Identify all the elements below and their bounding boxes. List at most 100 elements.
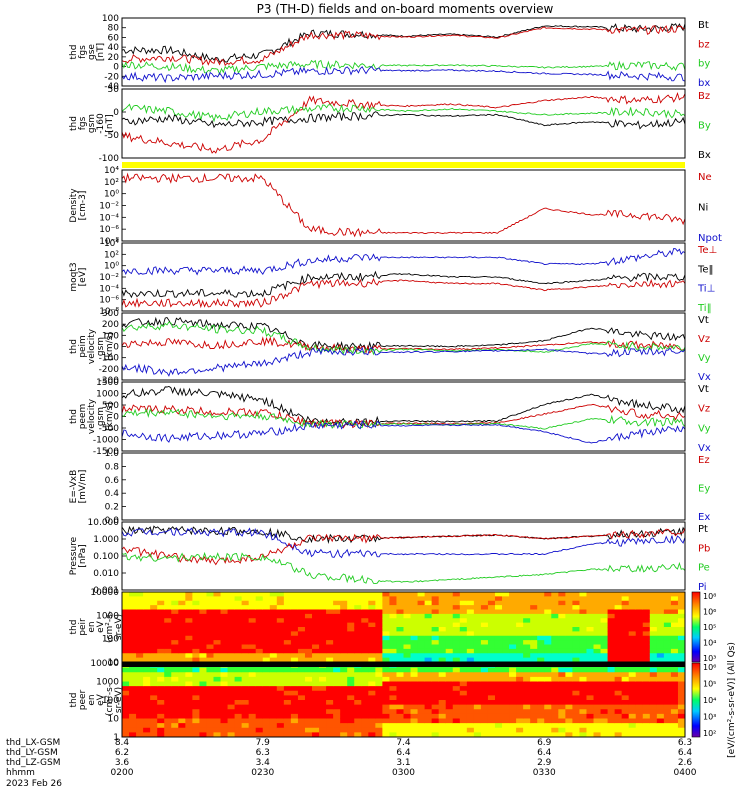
spec-cell <box>466 596 475 602</box>
ylabel-density: Density <box>69 188 79 223</box>
spec-cell <box>276 727 285 733</box>
spec-cell <box>494 704 503 710</box>
spec-cell <box>494 690 503 696</box>
spec-cell <box>129 667 137 673</box>
spec-cell <box>157 709 165 715</box>
spec-cell <box>227 622 236 628</box>
spec-cell <box>628 727 637 733</box>
spec-cell <box>649 723 658 729</box>
spec-cell <box>466 640 475 645</box>
spec-cell <box>403 727 412 733</box>
spec-cell <box>551 627 559 632</box>
spec-cell <box>537 676 545 682</box>
spec-cell <box>663 709 672 715</box>
spec-cell <box>234 686 243 692</box>
spec-cell <box>473 596 482 602</box>
spec-cell <box>558 648 566 654</box>
spec-cell <box>473 667 482 673</box>
spec-cell <box>452 690 461 696</box>
ytick-peem-velocity: -1000 <box>93 436 119 446</box>
spec-cell <box>670 596 679 602</box>
spec-cell <box>607 609 616 615</box>
spec-cell <box>382 600 390 606</box>
spec-cell <box>635 732 644 738</box>
ytick-fgs-gsm: 50 <box>108 85 120 95</box>
spec-cell <box>621 596 630 602</box>
spec-cell <box>459 609 468 615</box>
spec-cell <box>178 596 186 602</box>
spec-cell <box>502 700 510 706</box>
spec-cell <box>649 596 658 602</box>
spec-cell <box>635 627 644 632</box>
spec-cell <box>516 609 524 615</box>
spec-cell <box>621 732 630 738</box>
spec-cell <box>572 618 580 624</box>
spec-cell <box>347 713 355 719</box>
spec-cell <box>417 672 426 678</box>
spec-cell <box>670 605 679 610</box>
spec-cell <box>248 709 257 715</box>
spec-cell <box>558 596 566 602</box>
spec-cell <box>319 600 327 606</box>
spec-cell <box>382 690 390 696</box>
spec-cell <box>171 640 179 645</box>
spec-cell <box>614 653 623 659</box>
spec-cell <box>361 718 369 724</box>
spec-cell <box>656 695 665 701</box>
spec-cell <box>283 600 292 606</box>
spec-cell <box>382 667 390 673</box>
spec-cell <box>157 592 165 597</box>
spec-cell <box>396 667 404 673</box>
spec-cell <box>312 622 320 628</box>
spec-cell <box>494 600 503 606</box>
spec-cell <box>593 627 602 632</box>
series-By <box>121 103 686 123</box>
spec-cell <box>417 732 426 738</box>
spec-cell <box>473 718 482 724</box>
spec-cell <box>466 644 475 650</box>
spec-cell <box>192 596 200 602</box>
spec-cell <box>502 648 510 654</box>
spec-cell <box>199 653 207 659</box>
spec-cell <box>431 648 440 654</box>
spec-cell <box>656 627 665 632</box>
spec-cell <box>389 718 397 724</box>
spec-cell <box>312 681 320 687</box>
ylabel-peem-velocity: gsm <box>96 407 106 426</box>
spec-cell <box>347 631 355 637</box>
ylabel-temperature: moqt3 <box>69 262 79 291</box>
spec-cell <box>262 681 271 687</box>
spec-cell <box>276 613 285 619</box>
spec-cell <box>375 657 383 663</box>
spec-cell <box>494 635 503 641</box>
spec-cell <box>579 723 587 729</box>
spec-cell <box>227 718 236 724</box>
spec-cell <box>164 686 172 692</box>
spec-cell <box>438 644 447 650</box>
spec-cell <box>262 695 271 701</box>
spec-cell <box>635 704 644 710</box>
spec-cell <box>487 631 496 637</box>
legend-peim-velocity: Vz <box>698 334 710 345</box>
spec-cell <box>565 709 573 715</box>
spec-cell <box>677 627 686 632</box>
spec-cell <box>635 686 644 692</box>
spec-cell <box>304 713 313 719</box>
spec-cell <box>600 709 609 715</box>
spec-cell <box>494 648 503 654</box>
spec-cell <box>410 600 419 606</box>
spec-cell <box>248 690 257 696</box>
spec-cell <box>382 732 390 738</box>
spec-cell <box>312 657 320 663</box>
spec-cell <box>579 653 587 659</box>
spec-cell <box>600 635 609 641</box>
spec-cell <box>333 713 341 719</box>
spec-cell <box>396 672 404 678</box>
spec-cell <box>656 613 665 619</box>
spec-cell <box>417 657 426 663</box>
spec-cell <box>480 704 489 710</box>
spec-cell <box>565 618 573 624</box>
spec-cell <box>178 676 186 682</box>
spec-cell <box>347 627 355 632</box>
